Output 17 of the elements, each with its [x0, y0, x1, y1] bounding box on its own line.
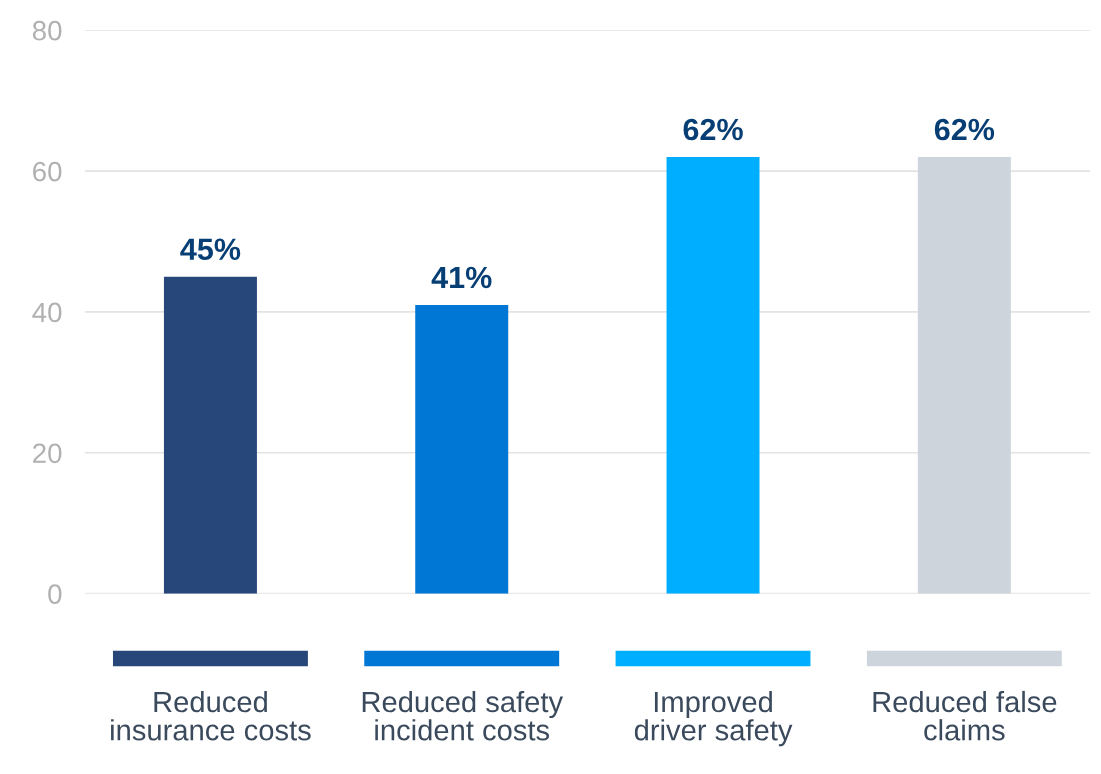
y-tick-label: 40 [32, 302, 62, 323]
bar [666, 156, 760, 594]
bar [917, 156, 1011, 594]
y-tick-label: 0 [48, 584, 62, 604]
x-tick-label: Reduced false claims [873, 690, 1057, 741]
data-label: 62% [683, 118, 743, 141]
data-label: 62% [934, 118, 995, 141]
y-tick-label: 80 [32, 20, 62, 41]
data-label: 41% [431, 266, 492, 289]
x-tick-label: Reduced safety incident costs [362, 690, 564, 741]
x-tick-label: Reduced insurance costs [111, 690, 311, 741]
y-tick-label: 60 [33, 161, 62, 182]
x-tick-label: Improved driver safety [634, 690, 793, 747]
data-label: 45% [180, 238, 241, 261]
bar [163, 276, 257, 594]
bar [415, 304, 509, 594]
y-tick-label: 20 [33, 443, 62, 464]
